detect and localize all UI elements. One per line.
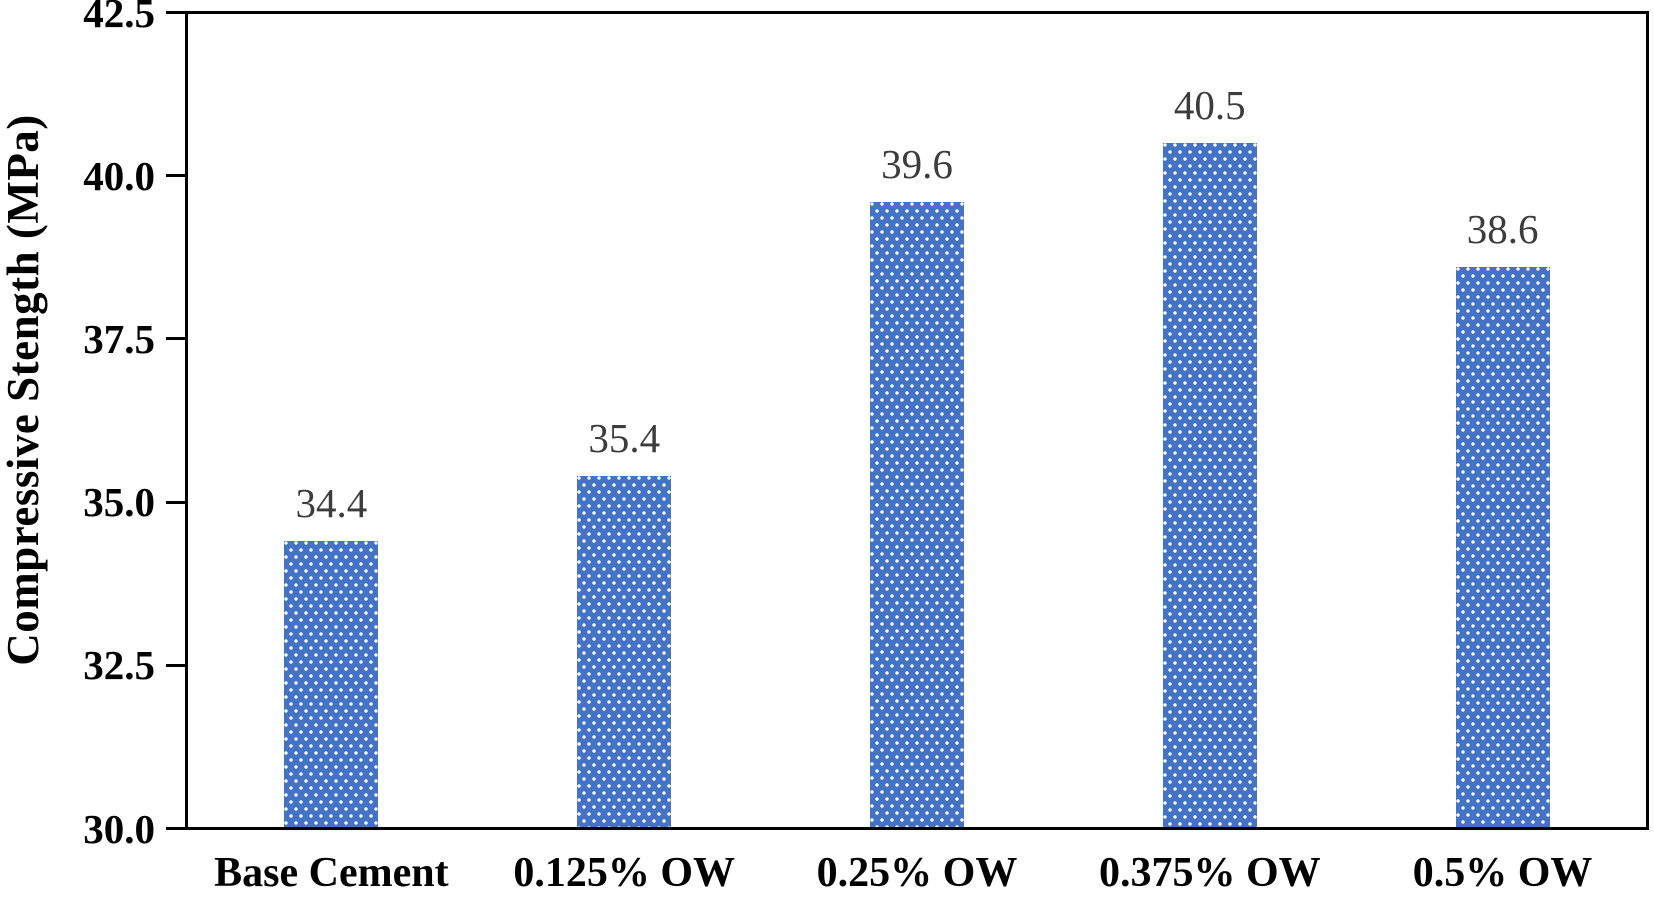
y-tick-mark [166,500,185,504]
bar-value-label: 34.4 [295,480,368,527]
x-category-label: Base Cement [214,850,449,896]
y-tick-label: 42.5 [83,0,155,36]
bar-value-label: 38.6 [1466,206,1539,253]
x-category-label: 0.125% OW [513,850,736,896]
y-tick-mark [166,174,185,178]
y-tick-label: 40.0 [83,152,155,199]
y-tick-mark [166,663,185,667]
bar-0-25-ow [870,201,964,827]
y-tick-label: 32.5 [83,642,155,689]
bar-0-375-ow [1162,143,1257,827]
bar-base-cement [284,541,379,827]
x-category-label: 0.375% OW [1098,850,1321,896]
x-category-label: 0.5% OW [1412,850,1593,896]
y-tick-mark [166,337,185,341]
x-category-label: 0.25% OW [816,850,1018,896]
y-tick-mark [166,11,185,14]
y-tick-label: 30.0 [83,805,155,852]
y-tick-label: 35.0 [83,479,155,526]
bar-value-label: 40.5 [1173,82,1246,129]
bar-value-label: 39.6 [881,140,953,187]
y-tick-label: 37.5 [83,315,155,362]
bar-0-125-ow [577,475,672,827]
bar-0-5-ow [1455,267,1550,827]
y-tick-mark [166,827,185,830]
bar-value-label: 35.4 [588,414,661,461]
